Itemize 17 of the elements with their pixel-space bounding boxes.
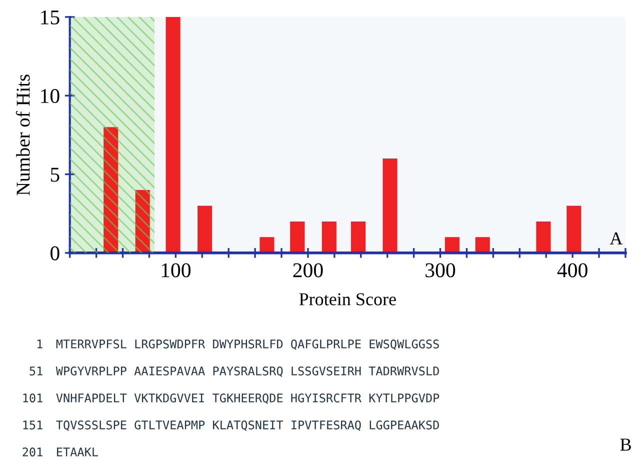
y-tick-label: 10 <box>41 89 60 104</box>
x-tick-label: 100 <box>162 263 191 278</box>
text: B <box>620 438 631 451</box>
y-tick-label: 15 <box>41 10 60 24</box>
annotation: A <box>610 232 623 244</box>
text: 1 MTERRVPFSL LRGPSWDPFR DWYPHSRLFD QAFGLPRLPE EWSQWLGGSS <box>37 340 439 350</box>
y-axis-title: Number of Hits <box>16 74 30 196</box>
x-tick-label: 400 <box>557 263 588 278</box>
text: 201 ETAAKL <box>22 448 98 456</box>
x-tick-label: 200 <box>293 263 323 278</box>
x-axis-title: Protein Score <box>299 293 396 306</box>
y-tick-label: 0 <box>50 246 60 260</box>
x-tick-label: 300 <box>426 263 456 278</box>
y-tick-label: 5 <box>50 168 60 182</box>
text: 51 WPGYVRPLPP AAIESPAVAA PAYSRALSRQ LSSGVSEIRH TADRWRVSLD <box>30 366 439 377</box>
text: 151 TQVSSSLSPE GTLTVEAPMP KLATQSNEIT IPVTFESRAQ LGGPEAAKSD <box>23 420 439 431</box>
text: 101 VNHFAPDELT VKTKDGVVEI TGKHEERQDE HGYISRCFTR KYTLPPGVDP <box>23 394 440 404</box>
